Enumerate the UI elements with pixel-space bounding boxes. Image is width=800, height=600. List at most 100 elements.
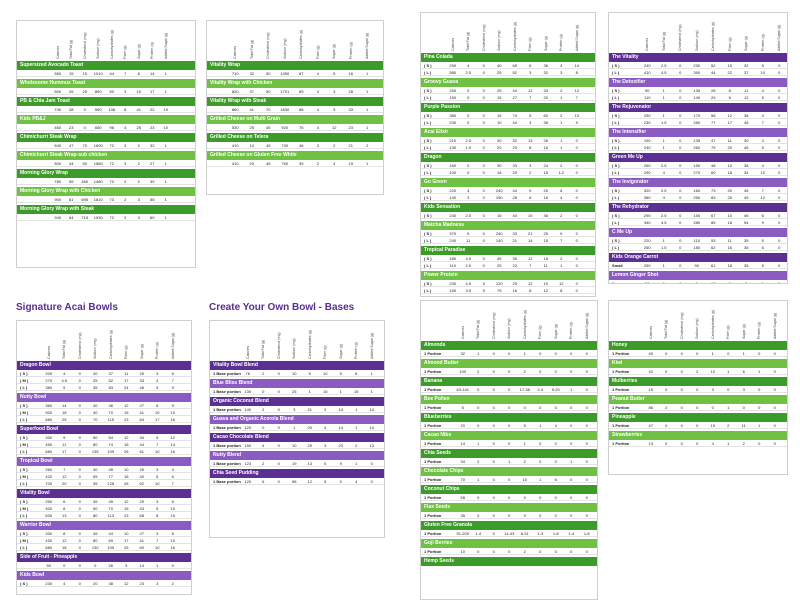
- cell-value: 0: [711, 405, 714, 410]
- cell-value: 820: [231, 89, 239, 94]
- cell-value: 1: [742, 351, 745, 356]
- cell-value: 1: [366, 125, 369, 130]
- cell-value: 4: [333, 161, 336, 166]
- cell-value: 0: [78, 545, 81, 550]
- cell-value: 44: [512, 88, 517, 93]
- row-label: ( S ): [424, 63, 432, 68]
- column-label: Added Sugar (g): [584, 312, 589, 339]
- cell-value: 0: [482, 263, 485, 268]
- section-header: Vitality Bowl: [17, 489, 191, 498]
- cell-value: 0: [539, 459, 542, 464]
- section-header: Chia Seeds: [421, 449, 597, 458]
- cell-value: 360: [45, 403, 53, 408]
- column-label: Carbohydrates (g): [711, 22, 716, 51]
- cell-value: 70: [82, 143, 87, 148]
- cell-value: 10: [323, 371, 328, 376]
- cell-value: 6: [171, 499, 174, 504]
- column-header: Calories Total Fat (g) Cholesterol (mg) Sod…: [421, 13, 595, 53]
- cell-value: 0: [575, 256, 578, 261]
- cell-value: 18: [124, 442, 129, 447]
- column-label: Sugar (g): [553, 324, 558, 339]
- cell-value: 0: [570, 405, 573, 410]
- column-label: Fiber (g): [538, 325, 543, 339]
- cell-value: 29: [711, 95, 716, 100]
- cell-value: 11: [727, 138, 732, 143]
- cell-value: 120: [244, 479, 252, 484]
- table-row: 1 Portion 35 0 0 0 0 0 0 0 0: [421, 512, 597, 519]
- cell-value: 1: [560, 95, 563, 100]
- cell-value: 54: [108, 435, 113, 440]
- cell-value: 0: [778, 145, 781, 150]
- row-label: 1 Base portion: [213, 371, 241, 376]
- cell-value: 270: [45, 378, 53, 383]
- cell-value: 1: [355, 407, 358, 412]
- row-label: 1 Portion: [424, 477, 442, 482]
- cell-value: 0: [482, 170, 485, 175]
- panel-toppings-b: Calories Total Fat (g) Cholesterol (mg) Sod…: [608, 300, 788, 475]
- cell-value: 0: [679, 195, 682, 200]
- column-label: Cholesterol (mg): [276, 332, 281, 359]
- cell-value: 0: [78, 403, 81, 408]
- section-header: Supersized Avocado Toast: [17, 61, 195, 70]
- column-label: Protein (g): [348, 42, 353, 59]
- cell-value: 95: [93, 481, 98, 486]
- cell-value: 1: [355, 461, 358, 466]
- cell-value: 12: [528, 88, 533, 93]
- cell-value: 0: [492, 513, 495, 518]
- row-label: ( L ): [20, 417, 28, 422]
- cell-value: 22: [727, 70, 732, 75]
- column-header: Calories Total Fat (g) Cholesterol (mg) Sod…: [207, 21, 383, 61]
- section-header: Almonds: [421, 341, 597, 350]
- row-label: 1 Base portion: [213, 425, 241, 430]
- cell-value: 0: [492, 477, 495, 482]
- cell-value: 240: [643, 145, 651, 150]
- table-row: ( L ) 130 1.5 0 20 20 8 16 1 0: [421, 144, 595, 151]
- cell-value: 135: [693, 88, 701, 93]
- cell-value: 4: [467, 188, 470, 193]
- section-header: Grilled Cheese on Gluten Free White: [207, 151, 383, 160]
- cell-value: 0: [778, 220, 781, 225]
- cell-value: 0: [477, 549, 480, 554]
- cell-value: 25: [124, 545, 129, 550]
- cell-value: 10: [170, 538, 175, 543]
- cell-value: 400: [45, 506, 53, 511]
- cell-value: 52: [512, 70, 517, 75]
- row-label: ( M ): [20, 378, 29, 383]
- column-label: Total Fat (g): [261, 339, 266, 359]
- cell-value: 15: [710, 423, 715, 428]
- cell-value: 25: [543, 188, 548, 193]
- cell-value: 0: [727, 387, 730, 392]
- cell-value: 60: [150, 215, 155, 220]
- cell-value: 17: [155, 417, 160, 422]
- column-label: Fiber (g): [323, 345, 328, 359]
- cell-value: 50: [93, 435, 98, 440]
- table-row: 800 44 50 1580 72 3 2 27 1: [17, 160, 195, 167]
- cell-value: 10: [163, 125, 168, 130]
- cell-value: 0: [508, 387, 511, 392]
- cell-value: 0: [585, 387, 588, 392]
- cell-value: 0: [467, 95, 470, 100]
- cell-value: 0: [523, 495, 526, 500]
- cell-value: 10: [760, 70, 765, 75]
- cell-value: 46: [744, 145, 749, 150]
- cell-value: 4: [63, 371, 66, 376]
- cell-value: 6: [554, 477, 557, 482]
- cell-value: 0: [78, 449, 81, 454]
- column-label: Cholesterol (mg): [266, 32, 271, 59]
- cell-value: 3: [333, 107, 336, 112]
- row-label: ( S ): [612, 138, 620, 143]
- cell-value: 250: [643, 113, 651, 118]
- cell-value: 0: [539, 441, 542, 446]
- cell-value: 45: [266, 143, 271, 148]
- cell-value: 80: [93, 538, 98, 543]
- cell-value: 34: [744, 170, 749, 175]
- cell-value: 0: [778, 245, 781, 250]
- table-row: ( M ) 450 11 0 80 74 18 44 7 14: [17, 441, 191, 448]
- cell-value: 0: [680, 387, 683, 392]
- cell-value: 120: [244, 425, 252, 430]
- cell-value: 13: [62, 513, 67, 518]
- cell-value: 110: [449, 263, 456, 268]
- cell-value: 1: [477, 441, 480, 446]
- cell-value: 3: [124, 143, 127, 148]
- cell-value: 14-43: [504, 531, 515, 536]
